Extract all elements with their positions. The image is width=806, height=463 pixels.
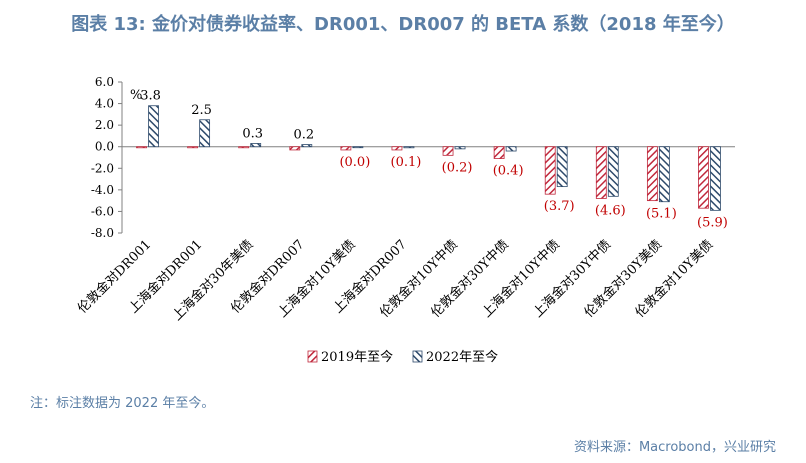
- y-unit-label: %: [130, 88, 142, 103]
- data-label: (3.7): [544, 199, 575, 214]
- bar-2022: [658, 146, 670, 203]
- bar-2022: [352, 146, 364, 149]
- y-tick-label: -4.0: [91, 183, 114, 197]
- y-tick-label: -6.0: [91, 204, 114, 218]
- bar-2019: [698, 146, 709, 209]
- bar-2019: [340, 146, 352, 151]
- data-label: (0.1): [391, 155, 422, 170]
- bar-2022: [505, 146, 517, 152]
- data-label: (0.2): [442, 160, 473, 175]
- legend-swatch-2022: [412, 350, 423, 363]
- data-label: 2.5: [191, 103, 212, 118]
- bar-2019: [136, 146, 147, 149]
- legend-label-2019: 2019年至今: [321, 349, 393, 365]
- bar-2019: [595, 146, 607, 199]
- data-label: (5.9): [697, 215, 728, 230]
- y-tick-label: 0.0: [95, 140, 114, 154]
- bar-2022: [301, 144, 313, 148]
- source-credit: 资料来源：Macrobond，兴业研究: [573, 440, 776, 455]
- chart-note: 注：标注数据为 2022 年至今。: [30, 396, 215, 411]
- data-label: 3.8: [140, 89, 161, 104]
- bar-2019: [238, 146, 250, 149]
- bar-2022: [607, 146, 619, 197]
- data-label: (0.0): [339, 155, 370, 170]
- bar-2019: [391, 146, 403, 151]
- bar-2022: [556, 146, 568, 188]
- bar-2022: [710, 146, 721, 211]
- y-tick-label: 6.0: [95, 75, 114, 89]
- data-label: (5.1): [646, 207, 677, 222]
- data-label: 0.2: [293, 128, 314, 143]
- data-label: (0.4): [493, 164, 524, 179]
- bar-2019: [646, 146, 658, 202]
- legend-label-2022: 2022年至今: [426, 349, 498, 365]
- bar-2019: [544, 146, 556, 195]
- data-label: (4.6): [595, 203, 626, 218]
- data-label: 0.3: [242, 126, 263, 141]
- y-tick-label: 2.0: [95, 118, 114, 132]
- bar-2019: [289, 146, 301, 151]
- chart-title: 图表 13: 金价对债券收益率、DR001、DR007 的 BETA 系数（20…: [71, 14, 735, 35]
- bar-2019: [187, 146, 199, 149]
- bar-2022: [403, 146, 415, 149]
- bar-2019: [493, 146, 505, 159]
- bar-2022: [148, 105, 159, 148]
- y-tick-label: -8.0: [91, 226, 114, 240]
- bar-2022: [250, 143, 262, 148]
- bar-2022: [199, 119, 211, 148]
- bar-2022: [454, 146, 466, 150]
- legend-swatch-2019: [307, 350, 318, 363]
- beta-bar-chart: 6.0 4.0 2.0 0.0 -2.0 -4.0 -6.0 -8.0% 3.8 2.5 0.3 0…: [74, 75, 735, 365]
- bar-2019: [442, 146, 454, 156]
- y-tick-label: -2.0: [91, 161, 114, 175]
- y-tick-label: 4.0: [95, 97, 114, 111]
